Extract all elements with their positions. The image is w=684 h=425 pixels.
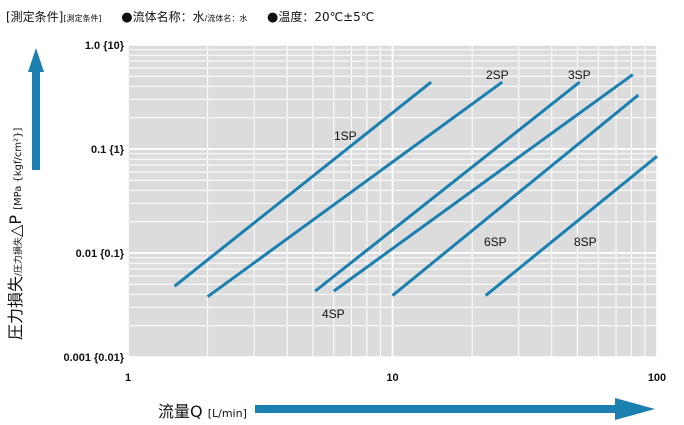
x-axis-label: 流量Q [L/min] [158,398,247,422]
y-axis-arrow [28,48,44,170]
series-line-3sp [332,73,634,293]
x-tick-label: 10 [386,372,398,384]
series-line-8sp [484,155,658,297]
measurement-conditions: [測定条件][測定条件] ●流体名称：水/流体名：水 ●温度：20℃±5℃ [6,8,374,25]
x-axis-arrow [255,398,655,420]
x-tick-label: 100 [648,372,666,384]
series-line-6sp [391,93,640,297]
series-line-1sp [173,80,433,288]
series-label-3sp: 3SP [568,68,591,82]
conditions-title: [測定条件] [6,10,64,24]
y-tick-label: 1.0 {10} [85,40,125,52]
x-axis-label-main: 流量Q [158,402,203,421]
series-label-1sp: 1SP [334,129,357,143]
temperature-bullet: ● [267,10,279,25]
conditions-title-small: [測定条件] [63,14,102,23]
series-label-8sp: 8SP [574,235,597,249]
fluid-name: 流体名称：水 [132,10,205,24]
series-label-4sp: 4SP [322,307,345,321]
fluid-name-small: /流体名：水 [204,14,248,23]
series-line-4sp [314,80,581,293]
series-line-2sp [206,80,504,298]
y-tick-label: 0.001 {0.01} [63,352,124,364]
y-axis-label-main: 圧力損失 [6,275,25,340]
y-tick-label: 0.1 {1} [91,144,125,156]
y-tick-label: 0.01 {0.1} [76,248,125,260]
fluid-bullet: ● [121,10,133,25]
x-tick-label: 1 [125,372,131,384]
temperature: 温度：20℃±5℃ [278,10,375,24]
series-label-6sp: 6SP [484,235,507,249]
y-axis-label-symbol: △P [6,214,25,237]
y-axis-label: 圧力損失/圧力損失△P [MPa {kgf/cm²}] [2,128,26,340]
x-axis-unit: [L/min] [207,407,247,420]
series-label-2sp: 2SP [486,68,509,82]
y-axis-unit: [MPa {kgf/cm²}] [13,127,24,210]
y-axis-label-small: /圧力損失 [14,236,24,276]
